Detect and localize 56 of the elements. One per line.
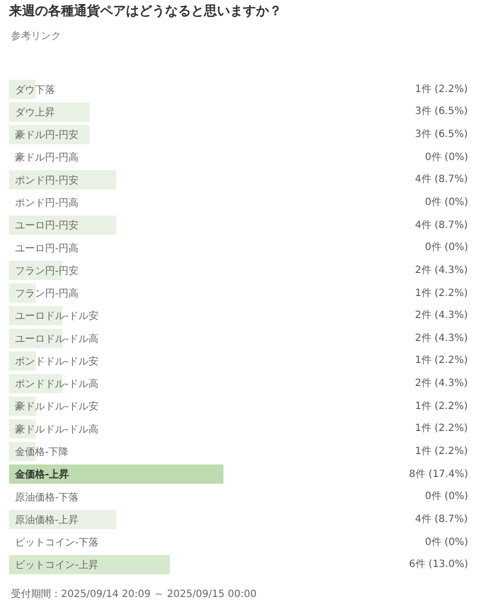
- y-tick-label: ポンド円-円高: [15, 197, 79, 209]
- data-label: 3件 (6.5%): [415, 106, 468, 117]
- data-label: 2件 (4.3%): [415, 333, 468, 344]
- bar: [9, 102, 90, 122]
- bar: [9, 306, 63, 326]
- y-tick-label: 金価格-下降: [15, 446, 69, 458]
- data-label: 8件 (17.4%): [409, 469, 468, 480]
- data-label: 0件 (0%): [425, 242, 468, 253]
- y-tick-label: ポンドドル-ドル高: [15, 378, 99, 390]
- data-label: 0件 (0%): [425, 537, 468, 548]
- y-tick-label: ダウ下落: [15, 84, 55, 96]
- data-label: 1件 (2.2%): [415, 288, 468, 299]
- y-tick-label: フラン円-円高: [15, 288, 79, 300]
- y-tick-label: ダウ上昇: [15, 106, 55, 118]
- y-tick-label: ユーロドル-ドル高: [15, 332, 99, 345]
- data-label: 2件 (4.3%): [415, 265, 468, 276]
- y-tick-label: ユーロ円-円安: [15, 220, 79, 232]
- data-label: 4件 (8.7%): [415, 514, 468, 525]
- y-tick-label: フラン円-円安: [15, 264, 79, 277]
- data-label: 4件 (8.7%): [415, 220, 468, 231]
- bar: [9, 328, 63, 348]
- y-tick-label: 豪ドルドル-ドル安: [15, 400, 99, 413]
- data-label: 0件 (0%): [425, 197, 468, 208]
- y-tick-label: 豪ドル円-円高: [15, 152, 79, 164]
- data-label: 0件 (0%): [425, 152, 468, 163]
- bar: [9, 464, 224, 484]
- bar: [9, 216, 116, 235]
- y-tick-label: 金価格-上昇: [14, 468, 70, 481]
- data-label: 1件 (2.2%): [415, 84, 468, 95]
- y-tick-label: ビットコイン-上昇: [15, 559, 99, 572]
- text: 受付期間：2025/09/14 20:09 ～ 2025/09/15 00:00: [11, 588, 257, 600]
- data-label: 1件 (2.2%): [415, 423, 468, 434]
- chart-title: 来週の各種通貨ペアはどうなると思いますか？: [8, 3, 282, 20]
- bar: [9, 555, 170, 574]
- y-tick-label: 原油価格-下落: [15, 491, 79, 504]
- data-label: 1件 (2.2%): [415, 401, 468, 412]
- bar: [9, 170, 116, 190]
- data-label: 1件 (2.2%): [415, 446, 468, 457]
- bar: [9, 283, 36, 303]
- y-tick-label: ユーロドル-ドル安: [15, 310, 99, 322]
- data-label: 2件 (4.3%): [415, 378, 468, 389]
- y-tick-label: 豪ドルドル-ドル高: [15, 423, 99, 436]
- data-label: 2件 (4.3%): [415, 310, 468, 321]
- data-label: 3件 (6.5%): [415, 129, 468, 140]
- y-tick-label: ビットコイン-下落: [15, 536, 99, 549]
- data-label: 6件 (13.0%): [409, 559, 468, 570]
- y-tick-label: 原油価格-上昇: [15, 514, 79, 526]
- y-tick-label: ポンドドル-ドル安: [15, 355, 99, 368]
- y-tick-label: 豪ドル円-円安: [15, 129, 79, 142]
- bar: [9, 80, 36, 99]
- data-label: 1件 (2.2%): [415, 355, 468, 366]
- y-tick-label: ユーロ円-円高: [15, 242, 79, 254]
- data-label: 0件 (0%): [425, 491, 468, 502]
- y-tick-label: ポンド円-円安: [15, 174, 79, 186]
- data-label: 4件 (8.7%): [415, 174, 468, 185]
- text: 参考リンク: [11, 30, 61, 42]
